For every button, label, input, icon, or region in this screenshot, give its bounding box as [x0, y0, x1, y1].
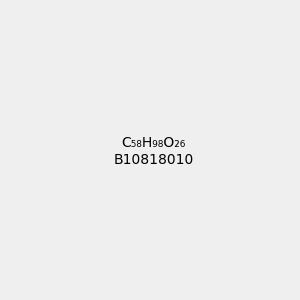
Text: C₅₈H₉₈O₂₆
B10818010: C₅₈H₉₈O₂₆ B10818010: [114, 136, 194, 166]
